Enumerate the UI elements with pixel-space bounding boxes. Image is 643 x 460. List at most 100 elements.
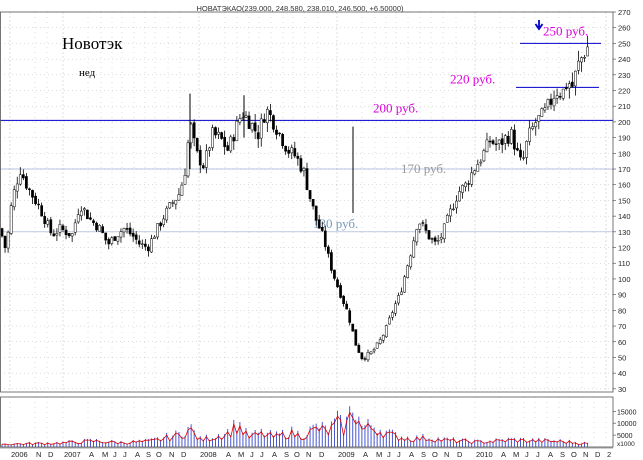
- candle-body: [409, 255, 413, 268]
- price-level-label: 250 руб.: [543, 23, 588, 38]
- candle-body: [49, 219, 53, 234]
- candle-body: [482, 150, 486, 162]
- candle-body: [506, 135, 510, 144]
- candle-body: [391, 312, 394, 318]
- price-tick-label: 160: [618, 181, 631, 190]
- time-tick-label: D: [48, 450, 54, 459]
- time-tick-label: J: [123, 450, 127, 459]
- candle-body: [327, 246, 330, 254]
- candle-body: [119, 231, 123, 238]
- price-levels: 250 руб. 220 руб. 200 руб. 170 руб. 130 руб.: [0, 20, 613, 233]
- time-tick-label: 2006: [11, 450, 28, 459]
- candle-body: [455, 200, 458, 209]
- candle-body: [284, 146, 287, 152]
- candle-body: [552, 98, 556, 107]
- candle-body: [183, 175, 187, 185]
- candle-body: [232, 137, 236, 142]
- candle-body: [424, 224, 428, 231]
- candle-body: [305, 168, 309, 190]
- candle-body: [244, 115, 248, 118]
- candle-body: [211, 127, 214, 148]
- candle-body: [510, 129, 513, 144]
- price-tick-label: 140: [618, 212, 631, 221]
- price-tick-label: 220: [618, 87, 631, 96]
- candle-body: [238, 118, 242, 123]
- candle-body: [336, 279, 339, 288]
- candle-body: [55, 233, 59, 236]
- candle-body: [159, 222, 162, 227]
- price-tick-label: 210: [618, 102, 631, 111]
- time-tick-label: O: [432, 450, 438, 459]
- candle-body: [168, 202, 172, 209]
- candle-body: [442, 223, 446, 240]
- candle-body: [415, 229, 419, 243]
- candle-body: [467, 183, 470, 185]
- candle-body: [497, 139, 501, 144]
- candle-body: [354, 329, 358, 346]
- candle-body: [67, 233, 71, 237]
- time-tick-label: M: [376, 450, 382, 459]
- candle-body: [156, 223, 159, 238]
- candle-body: [330, 252, 333, 271]
- candle-body: [61, 225, 65, 230]
- candle-body: [180, 184, 184, 196]
- candle-body: [174, 200, 178, 205]
- candle-body: [339, 285, 342, 298]
- candle-body: [513, 129, 516, 150]
- candle-body: [418, 223, 422, 230]
- candle-body: [384, 325, 388, 338]
- time-tick-label: S: [421, 450, 426, 459]
- price-tick-label: 80: [618, 306, 626, 315]
- period-label: нед: [79, 67, 96, 79]
- candle-body: [278, 132, 281, 135]
- candle-body: [205, 150, 208, 168]
- candle-body: [397, 295, 400, 304]
- time-tick-label: 2010: [476, 450, 493, 459]
- volume-unit-label: x1000: [617, 441, 635, 448]
- candle-body: [162, 218, 166, 225]
- candle-body: [290, 147, 294, 154]
- price-tick-label: 170: [618, 165, 631, 174]
- candle-body: [470, 172, 474, 185]
- time-tick-label: 2: [607, 450, 611, 459]
- candle-body: [314, 205, 318, 221]
- candle-body: [586, 46, 589, 57]
- candle-body: [98, 225, 101, 232]
- time-tick-label: J: [536, 450, 540, 459]
- candle-body: [272, 115, 275, 130]
- price-tick-label: 200: [618, 118, 631, 127]
- price-tick-label: 50: [618, 353, 626, 362]
- candle-body: [153, 236, 156, 239]
- time-tick-label: D: [319, 450, 325, 459]
- candle-body: [64, 229, 68, 236]
- candle-body: [528, 127, 531, 142]
- candle-body: [449, 208, 452, 217]
- candle-body: [165, 207, 169, 221]
- time-tick-label: A: [89, 450, 94, 459]
- candle-body: [549, 98, 553, 105]
- volume-frame: [0, 396, 614, 448]
- candle-body: [18, 174, 22, 185]
- candle-body: [403, 276, 406, 293]
- time-tick-label: A: [548, 450, 553, 459]
- candle-body: [488, 140, 492, 143]
- candle-body: [256, 132, 260, 140]
- candle-body: [543, 107, 547, 111]
- time-tick-label: A: [272, 450, 277, 459]
- candle-body: [195, 138, 199, 152]
- time-tick-label: J: [387, 450, 391, 459]
- candle-body: [406, 265, 409, 278]
- candle-body: [564, 87, 568, 90]
- candle-body: [253, 122, 257, 132]
- time-tick-label: 2009: [338, 450, 355, 459]
- time-tick-label: N: [306, 450, 311, 459]
- candle-body: [580, 57, 583, 63]
- grid: [0, 11, 613, 447]
- candle-body: [473, 170, 477, 175]
- candle-body: [516, 148, 519, 151]
- candle-body: [235, 120, 239, 141]
- candle-body: [394, 303, 397, 314]
- candle-body: [317, 219, 321, 229]
- candle-body: [494, 143, 498, 145]
